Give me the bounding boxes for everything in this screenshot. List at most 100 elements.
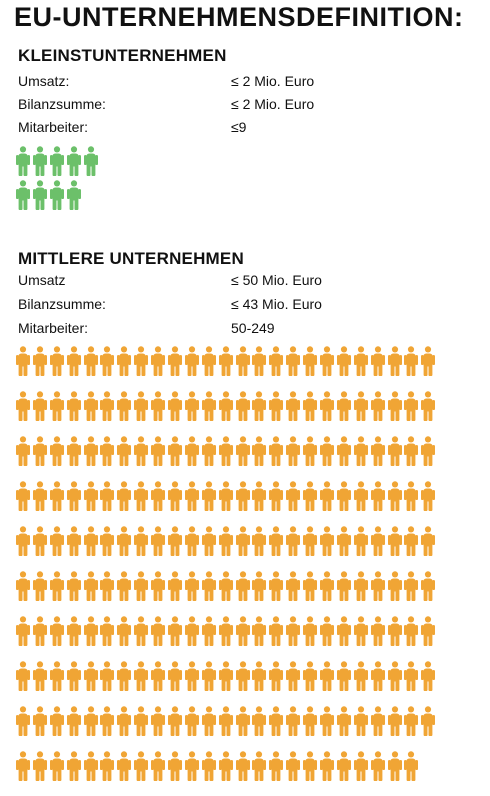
person-icon	[370, 526, 388, 571]
person-icon	[269, 616, 286, 661]
person-icon	[235, 391, 253, 436]
person-icon	[235, 616, 253, 661]
person-icon	[252, 706, 269, 751]
person-icon	[353, 436, 371, 481]
person-icon	[336, 526, 354, 571]
person-icon	[269, 661, 286, 706]
person-icon	[404, 346, 421, 391]
kleinst-umsatz-label: Umsatz:	[18, 73, 70, 89]
person-icon	[303, 346, 320, 391]
kleinst-umsatz-value: ≤ 2 Mio. Euro	[231, 73, 315, 89]
person-icon	[83, 146, 101, 180]
person-icon	[320, 661, 337, 706]
person-icon	[320, 751, 337, 796]
person-icon	[32, 346, 50, 391]
person-icon	[370, 346, 388, 391]
person-icon	[66, 526, 84, 571]
person-icon	[49, 481, 67, 526]
person-icon	[404, 391, 421, 436]
person-icon	[117, 391, 134, 436]
person-icon	[134, 391, 151, 436]
person-icon	[201, 481, 219, 526]
person-icon	[16, 706, 33, 751]
person-icon	[83, 661, 101, 706]
person-icon	[100, 436, 117, 481]
person-icon	[303, 571, 320, 616]
person-icon	[387, 526, 405, 571]
person-icon	[151, 526, 168, 571]
person-icon	[286, 436, 303, 481]
person-icon	[353, 346, 371, 391]
person-icon	[370, 481, 388, 526]
person-icon	[184, 436, 202, 481]
person-icon	[83, 346, 101, 391]
person-icon	[252, 526, 269, 571]
person-icon	[201, 751, 219, 796]
person-icon	[100, 751, 117, 796]
person-icon	[286, 346, 303, 391]
person-icon	[336, 436, 354, 481]
person-icon	[252, 661, 269, 706]
person-icon	[201, 346, 219, 391]
person-icon	[49, 706, 67, 751]
person-icon	[404, 526, 421, 571]
person-icon	[201, 661, 219, 706]
person-icon	[269, 571, 286, 616]
person-icon	[336, 346, 354, 391]
person-icon	[387, 706, 405, 751]
person-icon	[16, 526, 33, 571]
person-icon	[16, 571, 33, 616]
person-icon	[218, 481, 236, 526]
person-icon	[151, 616, 168, 661]
person-icon	[32, 571, 50, 616]
person-icon	[353, 661, 371, 706]
person-icon	[421, 436, 438, 481]
person-icon	[353, 706, 371, 751]
person-icon	[16, 481, 33, 526]
person-icon	[32, 526, 50, 571]
person-icon	[252, 391, 269, 436]
person-icon	[252, 436, 269, 481]
mittlere-umsatz-value: ≤ 50 Mio. Euro	[231, 272, 322, 288]
person-icon	[303, 706, 320, 751]
person-icon	[387, 751, 405, 796]
person-icon	[286, 391, 303, 436]
person-icon	[336, 751, 354, 796]
person-icon	[421, 526, 438, 571]
person-icon	[49, 436, 67, 481]
person-icon	[100, 661, 117, 706]
person-icon	[286, 571, 303, 616]
person-icon	[32, 616, 50, 661]
person-icon	[49, 180, 67, 214]
person-icon	[218, 436, 236, 481]
person-icon	[303, 751, 320, 796]
kleinst-mitarbeiter-value: ≤9	[231, 119, 247, 135]
person-icon	[184, 481, 202, 526]
person-icon	[32, 180, 50, 214]
person-icon	[387, 436, 405, 481]
person-icon	[404, 436, 421, 481]
person-icon	[235, 526, 253, 571]
person-icon	[184, 706, 202, 751]
person-icon	[269, 526, 286, 571]
person-icon	[32, 751, 50, 796]
person-icon	[320, 481, 337, 526]
person-icon	[286, 481, 303, 526]
person-icon	[353, 481, 371, 526]
person-icon	[421, 706, 438, 751]
person-icon	[16, 391, 33, 436]
person-icon	[421, 571, 438, 616]
person-icon	[151, 391, 168, 436]
person-icon	[252, 751, 269, 796]
person-icon	[404, 616, 421, 661]
person-icon	[168, 706, 185, 751]
person-icon	[117, 661, 134, 706]
person-icon	[235, 751, 253, 796]
person-icon	[151, 346, 168, 391]
person-icon	[387, 391, 405, 436]
person-icon	[201, 571, 219, 616]
person-icon	[286, 751, 303, 796]
person-icon	[269, 391, 286, 436]
person-icon	[303, 481, 320, 526]
person-icon	[218, 571, 236, 616]
